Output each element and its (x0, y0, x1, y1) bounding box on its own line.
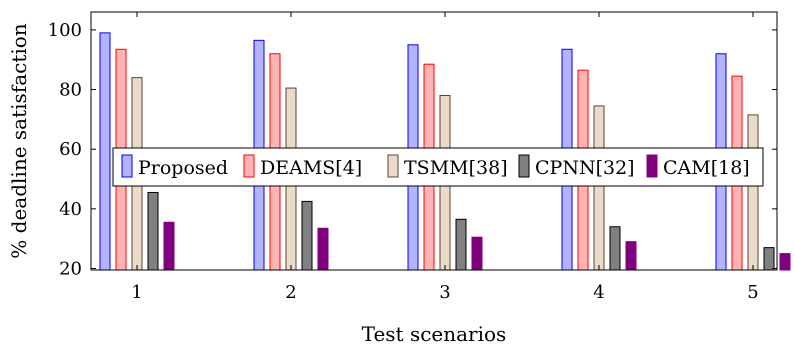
bar (609, 226, 621, 271)
bar (99, 32, 111, 271)
bar (147, 191, 159, 271)
bar (163, 221, 175, 271)
y-tick-label: 60 (59, 139, 82, 160)
x-tick-labels: 1 2 3 4 5 (131, 282, 758, 303)
y-tick-label: 20 (59, 259, 82, 280)
legend-swatch (121, 154, 133, 178)
legend-swatch (646, 154, 658, 178)
bar (317, 227, 329, 271)
legend: Proposed DEAMS[4] TSMM[38] CPNN[32] CAM[18] (112, 147, 764, 187)
bar (455, 218, 467, 271)
legend-label: DEAMS[4] (260, 157, 362, 179)
bar (301, 200, 313, 271)
y-tick-label: 40 (59, 199, 82, 220)
bar (763, 247, 775, 271)
x-tick-label: 3 (439, 282, 450, 303)
x-tick-label: 4 (593, 282, 604, 303)
x-axis-title: Test scenarios (362, 322, 507, 346)
bar (747, 114, 759, 271)
legend-swatch (518, 154, 530, 178)
x-tick-label: 5 (747, 282, 758, 303)
legend-label: Proposed (138, 157, 228, 179)
legend-label: TSMM[38] (404, 157, 508, 179)
y-axis-title: % deadline satisfaction (7, 23, 31, 258)
legend-label: CAM[18] (663, 157, 750, 179)
bar (593, 105, 605, 271)
y-tick-labels: 20 40 60 80 100 (48, 20, 82, 280)
legend-swatch (243, 154, 255, 178)
plot-frame (90, 11, 778, 271)
legend-swatch (387, 154, 399, 178)
y-tick-label: 80 (59, 80, 82, 101)
y-tick-label: 100 (48, 20, 82, 41)
bar (471, 236, 483, 271)
x-tick-label: 1 (131, 282, 142, 303)
x-tick-label: 2 (285, 282, 296, 303)
axis-ticks (91, 12, 777, 270)
bar (625, 241, 637, 271)
bar (779, 253, 791, 271)
legend-label: CPNN[32] (535, 157, 635, 179)
